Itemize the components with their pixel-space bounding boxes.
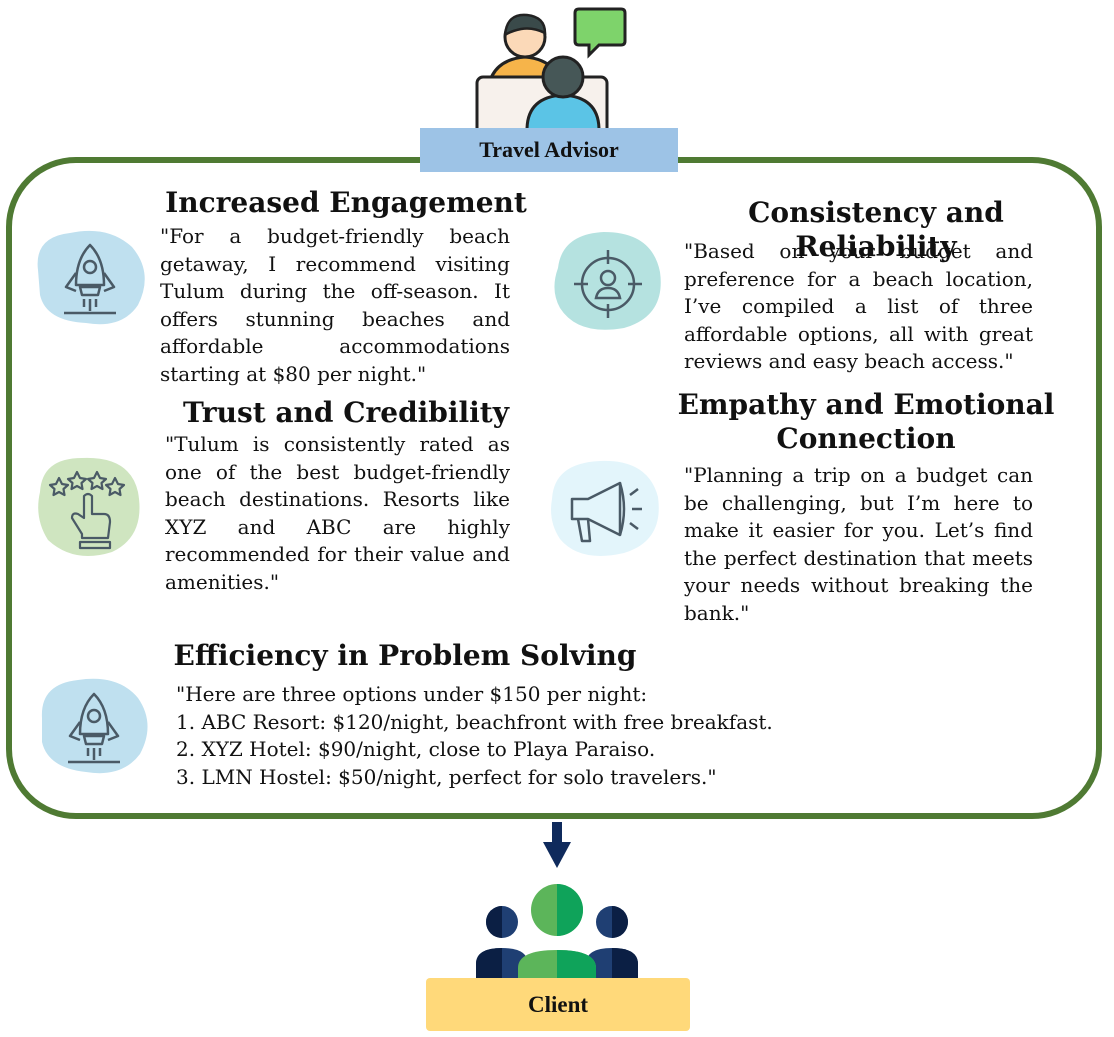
trust-text: "Tulum is consistently rated as one of t…: [165, 432, 510, 594]
advisor-label: Travel Advisor: [420, 128, 678, 172]
efficiency-list: "Here are three options under $150 per n…: [176, 681, 796, 791]
efficiency-section: Efficiency in Problem Solving: [170, 639, 640, 673]
empathy-title-line2: Connection: [776, 422, 956, 455]
empathy-title-line1: Empathy and Emotional: [677, 388, 1055, 421]
efficiency-line: 1. ABC Resort: $120/night, beachfront wi…: [176, 709, 773, 734]
client-group-icon: [474, 882, 640, 980]
efficiency-line: 3. LMN Hostel: $50/night, perfect for so…: [176, 764, 717, 789]
consistency-title: Consistency and Reliability: [748, 196, 1004, 263]
target-person-icon: [548, 228, 666, 334]
trust-section: Trust and Credibility: [160, 396, 532, 430]
rocket-icon: [30, 225, 150, 330]
megaphone-icon: [546, 455, 664, 559]
rating-stars-hand-icon: [34, 452, 144, 560]
consistency-text: "Based on your budget and preference for…: [684, 239, 1033, 373]
arrow-down-icon: [543, 822, 571, 870]
trust-title: Trust and Credibility: [183, 396, 509, 429]
consistency-section: Consistency and Reliability: [666, 196, 1086, 264]
client-label: Client: [426, 978, 690, 1031]
rocket-icon: [34, 672, 154, 780]
engagement-title: Increased Engagement: [165, 186, 527, 219]
efficiency-line: "Here are three options under $150 per n…: [176, 682, 648, 706]
advisor-conversation-icon: [465, 5, 635, 139]
empathy-text: "Planning a trip on a budget can be chal…: [684, 463, 1033, 625]
engagement-section: Increased Engagement: [160, 186, 532, 220]
efficiency-line: 2. XYZ Hotel: $90/night, close to Playa …: [176, 737, 656, 761]
efficiency-title: Efficiency in Problem Solving: [173, 639, 637, 672]
engagement-text: "For a budget-friendly beach getaway, I …: [160, 224, 510, 386]
empathy-section: Empathy and Emotional Connection: [666, 388, 1066, 456]
